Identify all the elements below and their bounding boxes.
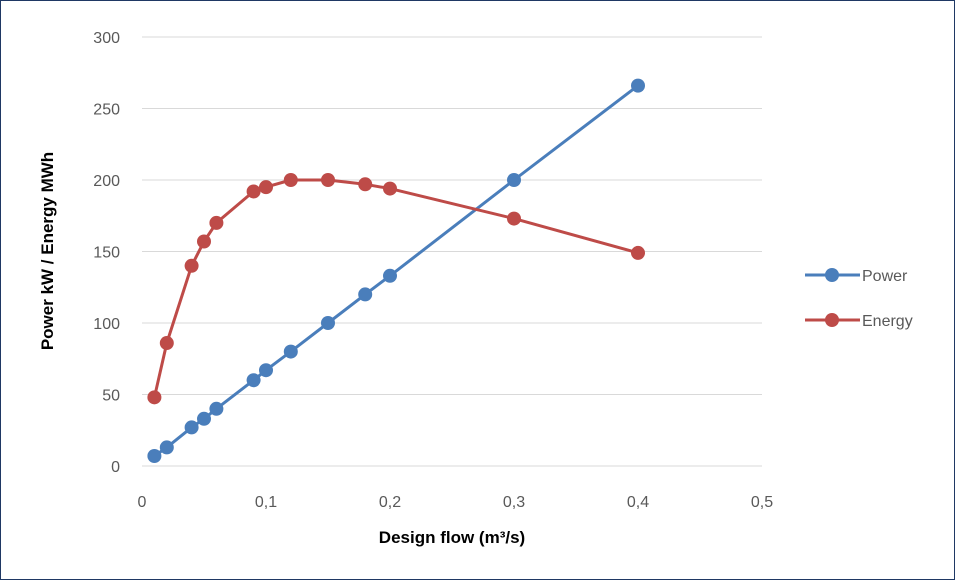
- power-data-point: [259, 363, 273, 378]
- axis-layer: 0 50 100 150 200 250 300 0 0,1 0,2 0,3 0,4 0,5: [93, 30, 773, 511]
- energy-legend-label: Energy: [862, 313, 913, 330]
- y-tick-label: 200: [93, 173, 120, 190]
- power-data-point: [383, 268, 397, 283]
- power-data-point: [209, 401, 224, 416]
- x-tick-label: 0,4: [627, 494, 649, 511]
- energy-data-point: [383, 181, 397, 196]
- energy-data-point: [147, 390, 162, 405]
- x-axis-title: Design flow (m³/s): [379, 528, 525, 547]
- y-tick-label: 300: [93, 30, 120, 47]
- x-tick-label: 0,2: [379, 494, 401, 511]
- x-tick-label: 0,3: [503, 494, 525, 511]
- power-data-point: [159, 440, 174, 455]
- energy-data-point: [358, 177, 373, 192]
- series-layer: [147, 78, 645, 463]
- y-tick-label: 100: [93, 316, 120, 333]
- energy-legend-marker: [825, 313, 839, 327]
- power-data-point: [507, 173, 521, 187]
- power-legend-label: Power: [862, 268, 908, 285]
- energy-data-point: [209, 215, 224, 230]
- power-legend-marker: [825, 268, 839, 282]
- legend-layer: Power Energy: [805, 268, 913, 330]
- x-tick-label: 0,1: [255, 494, 277, 511]
- power-data-point: [321, 316, 335, 330]
- energy-data-point: [321, 173, 335, 187]
- power-data-point: [197, 411, 211, 426]
- power-data-point: [246, 373, 261, 388]
- energy-data-point: [259, 180, 273, 195]
- energy-data-point: [507, 211, 521, 226]
- x-tick-label: 0: [138, 494, 147, 511]
- energy-data-point: [184, 258, 199, 273]
- energy-data-point: [283, 173, 298, 187]
- energy-data-point: [159, 336, 174, 351]
- energy-series-line: [152, 178, 639, 398]
- y-tick-label: 250: [93, 102, 120, 119]
- energy-data-point: [246, 184, 261, 199]
- y-tick-label: 0: [111, 459, 120, 476]
- power-data-point: [147, 448, 162, 463]
- power-data-point: [283, 344, 298, 359]
- energy-data-point: [197, 234, 211, 249]
- energy-data-point: [631, 245, 645, 260]
- y-axis-title: Power kW / Energy MWh: [38, 152, 57, 350]
- power-data-point: [631, 78, 645, 93]
- power-data-point: [184, 420, 199, 435]
- y-tick-label: 150: [93, 245, 120, 262]
- grid-layer: [142, 36, 762, 467]
- y-tick-label: 50: [102, 388, 120, 405]
- power-data-point: [358, 287, 373, 302]
- power-series-line: [153, 84, 639, 458]
- x-tick-label: 0,5: [751, 494, 773, 511]
